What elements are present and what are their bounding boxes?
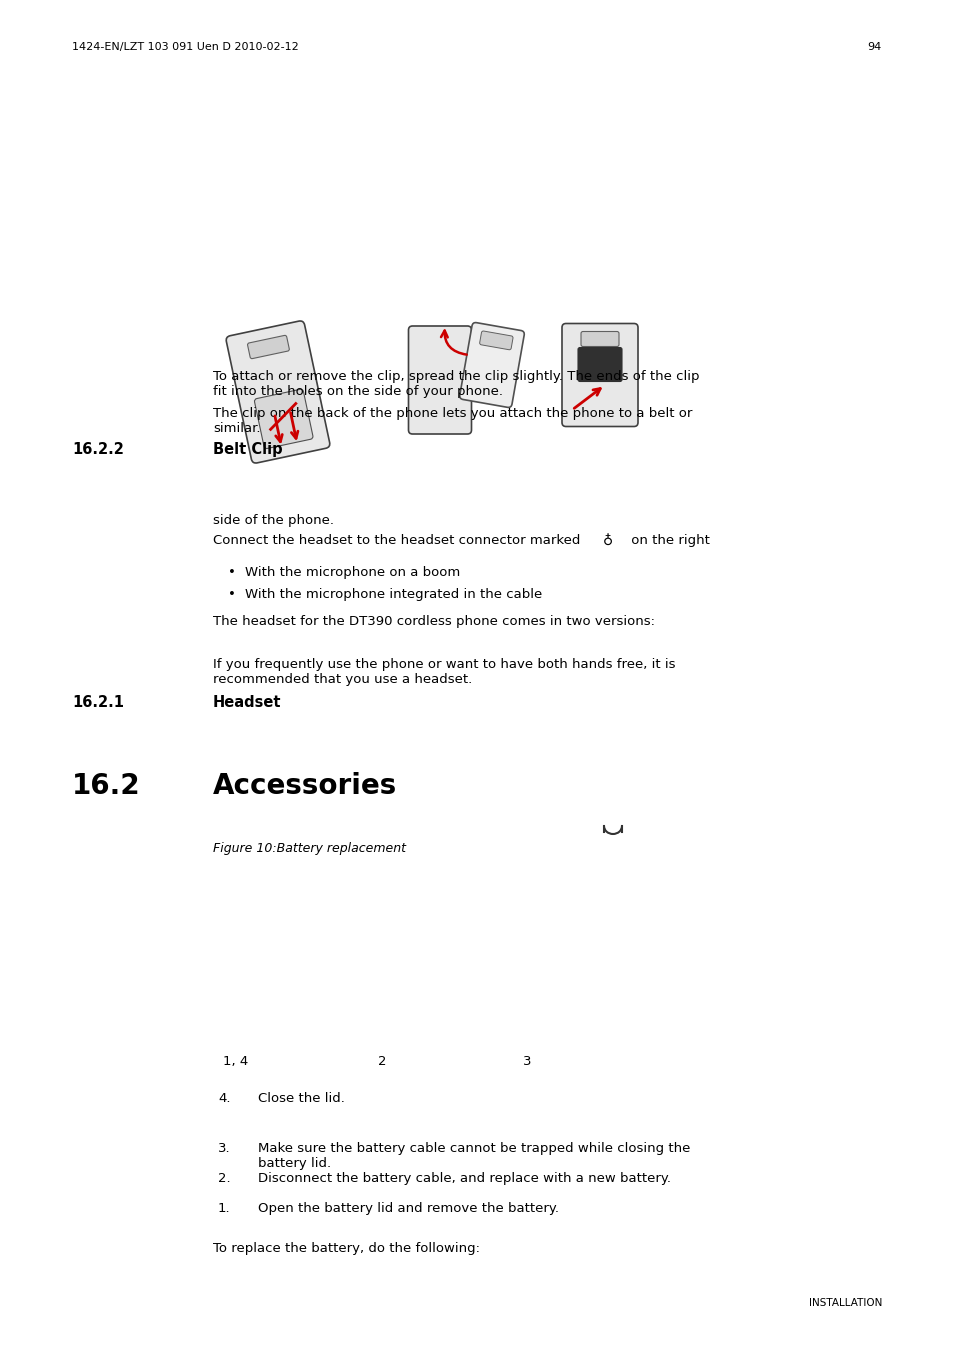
Text: If you frequently use the phone or want to have both hands free, it is
recommend: If you frequently use the phone or want …	[213, 657, 675, 686]
Text: 16.2.2: 16.2.2	[71, 441, 124, 458]
Text: 3.: 3.	[218, 1142, 231, 1156]
Text: on the right: on the right	[626, 535, 709, 547]
Text: 1, 4: 1, 4	[223, 1054, 248, 1068]
Text: side of the phone.: side of the phone.	[213, 514, 334, 526]
FancyBboxPatch shape	[479, 331, 513, 350]
Text: Figure 10:Battery replacement: Figure 10:Battery replacement	[213, 842, 406, 855]
Text: 2.: 2.	[218, 1172, 231, 1185]
FancyBboxPatch shape	[226, 321, 330, 463]
FancyBboxPatch shape	[254, 389, 313, 448]
Text: Headset: Headset	[213, 695, 281, 710]
Text: 4.: 4.	[218, 1092, 231, 1106]
Text: Make sure the battery cable cannot be trapped while closing the
battery lid.: Make sure the battery cable cannot be tr…	[257, 1142, 690, 1170]
Text: Connect the headset to the headset connector marked: Connect the headset to the headset conne…	[213, 535, 584, 547]
FancyBboxPatch shape	[578, 347, 621, 382]
Text: •: •	[228, 566, 235, 579]
Text: 1424-EN/LZT 103 091 Uen D 2010-02-12: 1424-EN/LZT 103 091 Uen D 2010-02-12	[71, 42, 298, 53]
Text: 2: 2	[377, 1054, 386, 1068]
Text: 16.2.1: 16.2.1	[71, 695, 124, 710]
FancyBboxPatch shape	[408, 325, 471, 433]
Text: With the microphone on a boom: With the microphone on a boom	[245, 566, 459, 579]
Text: 3: 3	[522, 1054, 531, 1068]
FancyBboxPatch shape	[580, 332, 618, 347]
Text: Open the battery lid and remove the battery.: Open the battery lid and remove the batt…	[257, 1202, 558, 1215]
FancyBboxPatch shape	[247, 335, 289, 359]
Text: Belt Clip: Belt Clip	[213, 441, 282, 458]
Text: Accessories: Accessories	[213, 772, 396, 801]
Text: To attach or remove the clip, spread the clip slightly. The ends of the clip
fit: To attach or remove the clip, spread the…	[213, 370, 699, 398]
Text: The clip on the back of the phone lets you attach the phone to a belt or
similar: The clip on the back of the phone lets y…	[213, 406, 692, 435]
FancyBboxPatch shape	[459, 323, 524, 408]
Text: Close the lid.: Close the lid.	[257, 1092, 345, 1106]
Text: With the microphone integrated in the cable: With the microphone integrated in the ca…	[245, 589, 541, 601]
Text: ♁: ♁	[602, 535, 613, 548]
Text: To replace the battery, do the following:: To replace the battery, do the following…	[213, 1242, 479, 1256]
Text: 94: 94	[867, 42, 882, 53]
FancyBboxPatch shape	[561, 324, 638, 427]
Text: 1.: 1.	[218, 1202, 231, 1215]
Text: Disconnect the battery cable, and replace with a new battery.: Disconnect the battery cable, and replac…	[257, 1172, 670, 1185]
Text: INSTALLATION: INSTALLATION	[808, 1297, 882, 1308]
Text: •: •	[228, 589, 235, 601]
Text: 16.2: 16.2	[71, 772, 140, 801]
Text: The headset for the DT390 cordless phone comes in two versions:: The headset for the DT390 cordless phone…	[213, 616, 655, 628]
